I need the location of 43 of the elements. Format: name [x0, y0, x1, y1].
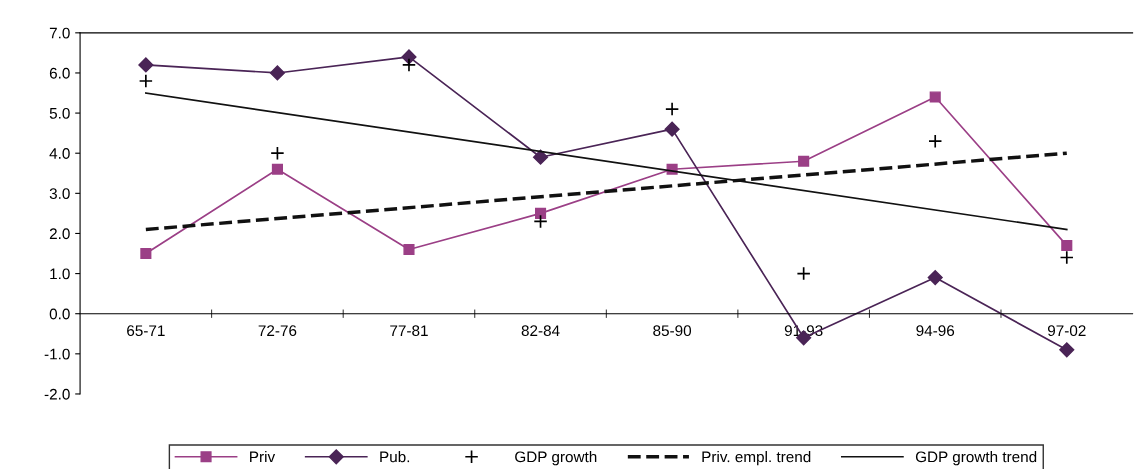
- text: GDP growth: [515, 451, 597, 466]
- legend-label: Priv: [250, 451, 276, 463]
- point: [138, 73, 153, 89]
- point: [140, 247, 152, 260]
- point: [138, 57, 154, 73]
- x-tick-label: 85-90: [653, 325, 692, 337]
- y-tick-label: 1.0: [50, 268, 70, 280]
- x-tick-label: 94-96: [916, 325, 955, 337]
- y-tick-label: 6.0: [49, 67, 70, 79]
- point: [929, 91, 941, 103]
- legend-label: GDP growth trend: [915, 451, 1037, 466]
- x-tick-label: 77-81: [390, 325, 428, 337]
- x-tick-label: 82-84: [521, 325, 560, 337]
- point: [270, 146, 285, 161]
- point: [1059, 342, 1075, 358]
- point: [1059, 250, 1074, 265]
- point: [665, 101, 680, 117]
- point: [533, 214, 548, 229]
- y-tick-label: -1.0: [44, 348, 70, 360]
- point: [401, 57, 417, 73]
- point: [664, 121, 680, 137]
- point: [269, 65, 285, 81]
- point: [271, 163, 283, 175]
- point: [534, 207, 547, 219]
- legend-label: Pub.: [380, 451, 410, 463]
- point: [532, 149, 549, 165]
- point: [927, 270, 943, 286]
- legend-label: Priv. empl. trend: [702, 451, 811, 466]
- x-tick-label: 65-71: [127, 325, 165, 337]
- y-tick-label: 3.0: [49, 188, 70, 200]
- point: [928, 134, 943, 149]
- point: [798, 155, 810, 167]
- point: [796, 266, 811, 281]
- y-tick-label: 0.0: [49, 308, 70, 320]
- y-tick-label: 7.0: [49, 27, 70, 39]
- point: [403, 243, 415, 256]
- x-tick-label: 72-76: [258, 325, 297, 337]
- point: [1061, 239, 1073, 252]
- y-tick-label: 4.0: [49, 148, 70, 159]
- y-tick-label: -2.0: [44, 388, 70, 400]
- x-tick-label: 97-02: [1047, 325, 1086, 337]
- y-tick-label: 2.0: [49, 228, 70, 240]
- y-tick-label: 5.0: [49, 107, 70, 119]
